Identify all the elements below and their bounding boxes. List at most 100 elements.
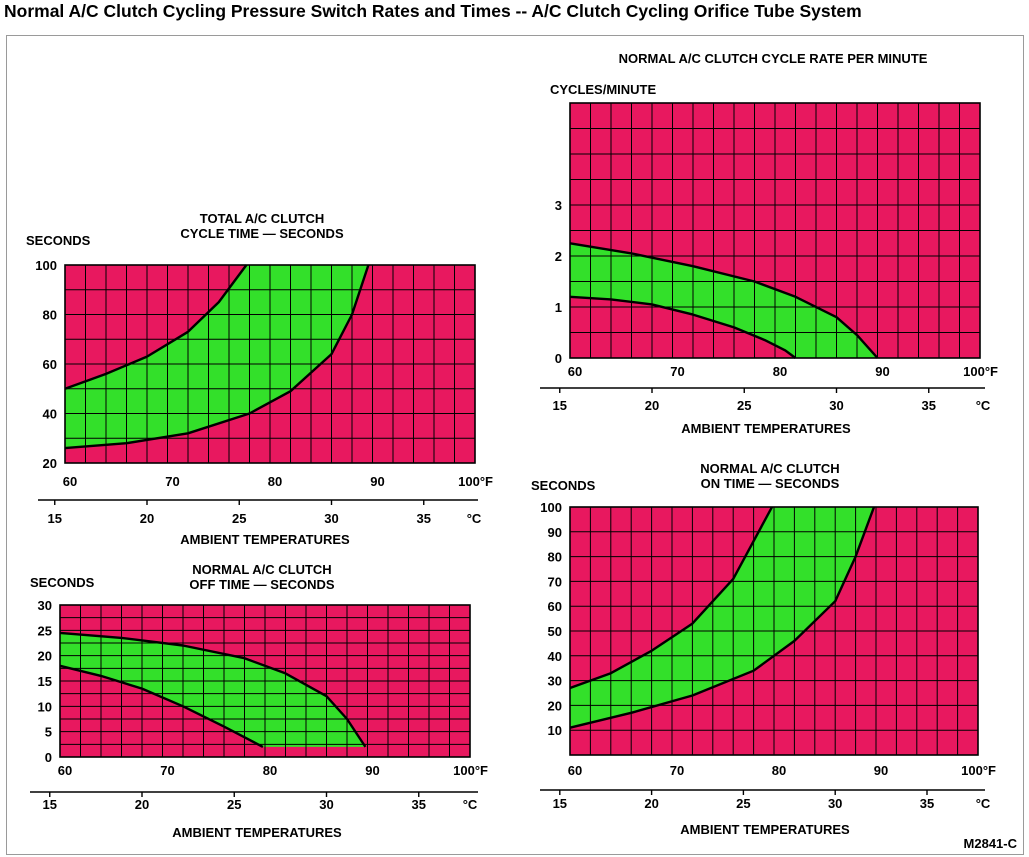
total-x-tick-label: 60 <box>63 474 77 489</box>
figure-code: M2841-C <box>963 836 1017 851</box>
total-normal-band <box>65 265 369 449</box>
total-y-tick-label: 100 <box>35 258 57 273</box>
on-chart-title: ON TIME — SECONDS <box>701 476 840 491</box>
on-celsius-tick-label: 20 <box>644 796 658 811</box>
off-y-tick-label: 30 <box>38 598 52 613</box>
total-x-tick-label: 80 <box>268 474 282 489</box>
off-x-tick-label: 80 <box>263 763 277 778</box>
rate-y-tick-label: 0 <box>555 351 562 366</box>
rate-upper-limit-line <box>569 242 879 359</box>
off-plot-border <box>59 604 471 758</box>
off-y-tick-label: 5 <box>45 725 52 740</box>
on-x-tick-label: 70 <box>670 763 684 778</box>
on-y-tick-label: 50 <box>548 624 562 639</box>
off-x-tick-label: 90 <box>365 763 379 778</box>
off-normal-band <box>60 632 366 747</box>
on-y-tick-label: 60 <box>548 599 562 614</box>
off-y-tick-label: 20 <box>38 649 52 664</box>
on-upper-limit-line <box>569 506 774 690</box>
on-normal-band <box>570 507 874 728</box>
total-x-tick-label: 70 <box>165 474 179 489</box>
on-celsius-unit: °C <box>976 796 991 811</box>
off-celsius-tick-label: 35 <box>412 797 426 812</box>
on-x-tick-label: 80 <box>772 763 786 778</box>
on-x-axis-label: AMBIENT TEMPERATURES <box>680 822 850 837</box>
on-x-tick-label: 100°F <box>961 763 996 778</box>
off-celsius-tick-label: 30 <box>319 797 333 812</box>
total-celsius-tick-label: 25 <box>232 511 246 526</box>
off-y-axis-label: SECONDS <box>30 575 95 590</box>
total-celsius-tick-label: 30 <box>324 511 338 526</box>
rate-x-axis-label: AMBIENT TEMPERATURES <box>681 421 851 436</box>
rate-y-axis-label: CYCLES/MINUTE <box>550 82 657 97</box>
total-chart-title: CYCLE TIME — SECONDS <box>180 226 344 241</box>
off-y-tick-label: 25 <box>38 623 52 638</box>
total-x-tick-label: 100°F <box>458 474 493 489</box>
off-x-tick-label: 100°F <box>453 763 488 778</box>
total-y-tick-label: 60 <box>43 357 57 372</box>
off-chart-title: NORMAL A/C CLUTCH <box>192 562 331 577</box>
rate-celsius-tick-label: 30 <box>829 398 843 413</box>
rate-celsius-unit: °C <box>976 398 991 413</box>
total-y-axis-label: SECONDS <box>26 233 91 248</box>
total-y-tick-label: 20 <box>43 456 57 471</box>
total-x-axis-label: AMBIENT TEMPERATURES <box>180 532 350 547</box>
rate-x-tick-label: 90 <box>875 364 889 379</box>
rate-celsius-tick-label: 15 <box>553 398 567 413</box>
rate-celsius-tick-label: 35 <box>922 398 936 413</box>
off-y-tick-label: 0 <box>45 750 52 765</box>
figure-frame <box>6 35 1024 855</box>
rate-celsius-tick-label: 20 <box>645 398 659 413</box>
on-x-tick-label: 90 <box>874 763 888 778</box>
off-chart-title: OFF TIME — SECONDS <box>189 577 335 592</box>
rate-x-tick-label: 60 <box>568 364 582 379</box>
rate-lower-limit-line <box>569 295 797 359</box>
off-lower-limit-line <box>59 664 264 748</box>
total-y-tick-label: 40 <box>43 407 57 422</box>
on-y-tick-label: 40 <box>548 649 562 664</box>
on-lower-limit-line <box>569 506 876 729</box>
on-celsius-tick-label: 25 <box>736 796 750 811</box>
off-x-tick-label: 70 <box>160 763 174 778</box>
total-celsius-tick-label: 20 <box>140 511 154 526</box>
total-chart-title: TOTAL A/C CLUTCH <box>200 211 324 226</box>
page-title: Normal A/C Clutch Cycling Pressure Switc… <box>4 1 862 21</box>
on-y-tick-label: 20 <box>548 698 562 713</box>
total-plot-border <box>64 264 476 464</box>
on-celsius-tick-label: 15 <box>553 796 567 811</box>
rate-chart-title: NORMAL A/C CLUTCH CYCLE RATE PER MINUTE <box>619 51 928 66</box>
rate-x-tick-label: 70 <box>670 364 684 379</box>
rate-y-tick-label: 2 <box>555 249 562 264</box>
total-celsius-unit: °C <box>467 511 482 526</box>
on-y-tick-label: 90 <box>548 525 562 540</box>
on-celsius-tick-label: 30 <box>828 796 842 811</box>
total-celsius-tick-label: 35 <box>417 511 431 526</box>
total-x-tick-label: 90 <box>370 474 384 489</box>
on-y-axis-label: SECONDS <box>531 478 596 493</box>
off-celsius-unit: °C <box>463 797 478 812</box>
rate-y-tick-label: 1 <box>555 300 562 315</box>
total-upper-limit-line <box>64 264 248 390</box>
on-y-tick-label: 80 <box>548 550 562 565</box>
on-y-tick-label: 30 <box>548 674 562 689</box>
on-x-tick-label: 60 <box>568 763 582 778</box>
rate-x-tick-label: 100°F <box>963 364 998 379</box>
on-y-tick-label: 10 <box>548 723 562 738</box>
off-celsius-tick-label: 20 <box>135 797 149 812</box>
total-y-tick-label: 80 <box>43 308 57 323</box>
off-celsius-tick-label: 15 <box>43 797 57 812</box>
off-y-tick-label: 10 <box>38 699 52 714</box>
on-y-tick-label: 100 <box>540 500 562 515</box>
on-celsius-tick-label: 35 <box>920 796 934 811</box>
off-celsius-tick-label: 25 <box>227 797 241 812</box>
rate-y-tick-label: 3 <box>555 198 562 213</box>
total-celsius-tick-label: 15 <box>48 511 62 526</box>
on-y-tick-label: 70 <box>548 574 562 589</box>
rate-normal-band <box>570 243 878 358</box>
rate-plot-border <box>569 102 981 359</box>
total-lower-limit-line <box>64 264 370 450</box>
off-x-tick-label: 60 <box>58 763 72 778</box>
rate-x-tick-label: 80 <box>773 364 787 379</box>
rate-celsius-tick-label: 25 <box>737 398 751 413</box>
